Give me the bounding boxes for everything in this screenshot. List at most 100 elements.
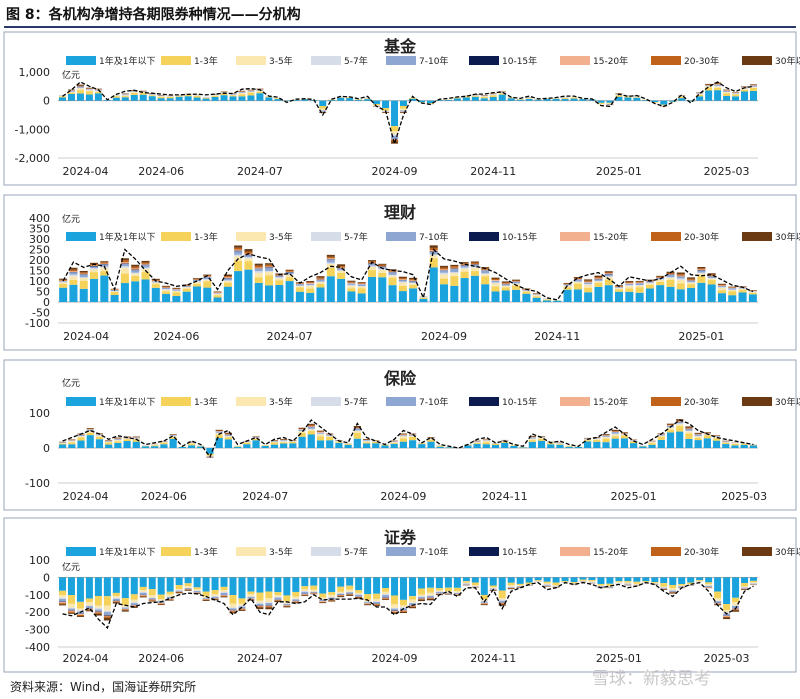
- bar-segment: [543, 98, 551, 101]
- bar-segment: [516, 99, 524, 101]
- legend: 1年及1年以下 1-3年 3-5年 5-7年 7-10年 10-15年 15-20年 20-3…: [66, 546, 800, 558]
- bar-segment: [620, 434, 629, 436]
- bar-segment: [429, 245, 438, 248]
- bar-segment: [528, 435, 536, 437]
- bar-segment: [131, 264, 140, 267]
- bar-segment: [256, 606, 264, 608]
- bar-segment: [58, 598, 66, 602]
- bar-segment: [166, 594, 174, 597]
- legend-swatch: [469, 547, 499, 556]
- bar-segment: [270, 441, 279, 442]
- bar-segment: [501, 287, 510, 291]
- bar-segment: [453, 98, 461, 101]
- bar-segment: [748, 294, 757, 302]
- bar-segment: [265, 266, 274, 268]
- bar-segment: [471, 96, 479, 97]
- bar-segment: [717, 287, 726, 291]
- bar-segment: [750, 87, 758, 91]
- bar-segment: [203, 287, 212, 302]
- bar-segment: [498, 577, 506, 591]
- bar-segment: [669, 592, 677, 594]
- bar-segment: [602, 434, 610, 435]
- bar-segment: [105, 441, 113, 443]
- bar-segment: [316, 436, 325, 441]
- bar-segment: [139, 591, 147, 593]
- bar-segment: [444, 577, 452, 588]
- bar-segment: [489, 585, 497, 588]
- bar-segment: [624, 97, 632, 101]
- bar-segment: [501, 286, 510, 288]
- bar-segment: [697, 273, 706, 277]
- bar-segment: [357, 286, 366, 289]
- bar-segment: [391, 577, 399, 596]
- bar-segment: [59, 282, 68, 284]
- bar-segment: [705, 86, 713, 88]
- bar-segment: [275, 277, 284, 279]
- bar-segment: [373, 100, 381, 104]
- bar-segment: [714, 82, 722, 84]
- bar-segment: [666, 279, 675, 287]
- bar-segment: [131, 273, 140, 276]
- bar-segment: [130, 599, 138, 603]
- bar-segment: [316, 432, 325, 433]
- bar-segment: [254, 277, 263, 283]
- bar-segment: [59, 287, 68, 302]
- bar-segment: [192, 278, 201, 279]
- x-tick-label: 2024-04: [62, 165, 108, 178]
- bar-segment: [462, 577, 470, 582]
- bar-segment: [166, 98, 174, 101]
- bar-segment: [157, 96, 165, 99]
- bar-segment: [254, 273, 263, 278]
- bar-segment: [382, 594, 390, 596]
- bar-segment: [131, 268, 140, 270]
- bar-segment: [378, 269, 387, 273]
- bar-segment: [561, 98, 569, 99]
- bar-segment: [367, 260, 376, 262]
- bar-segment: [355, 594, 363, 595]
- bar-segment: [556, 443, 564, 445]
- bar-segment: [166, 96, 174, 99]
- bar-segment: [525, 98, 533, 99]
- bar-segment: [409, 288, 418, 302]
- bar-segment: [714, 84, 722, 86]
- bar-segment: [378, 264, 387, 267]
- bar-segment: [130, 93, 138, 95]
- bar-segment: [120, 273, 129, 284]
- bar-segment: [399, 435, 407, 436]
- bar-segment: [347, 283, 356, 285]
- bar-segment: [669, 577, 677, 585]
- bar-segment: [606, 100, 614, 103]
- bar-segment: [419, 297, 428, 299]
- bar-segment: [151, 281, 160, 283]
- bar-segment: [498, 91, 506, 93]
- bar-segment: [429, 267, 438, 302]
- bar-segment: [274, 600, 282, 601]
- bar-segment: [573, 277, 582, 278]
- bar-segment: [409, 283, 418, 285]
- bar-segment: [223, 278, 232, 281]
- bar-segment: [482, 442, 490, 445]
- bar-segment: [148, 595, 156, 598]
- bar-segment: [542, 299, 551, 301]
- x-tick-label: 2024-11: [534, 330, 580, 343]
- bar-segment: [85, 94, 93, 101]
- bar-segment: [307, 427, 315, 429]
- bar-segment: [593, 439, 601, 440]
- legend-swatch: [386, 232, 416, 241]
- bar-segment: [657, 436, 665, 437]
- bar-segment: [319, 598, 327, 600]
- bar-segment: [656, 276, 665, 278]
- bar-segment: [346, 585, 354, 590]
- bar-segment: [355, 596, 363, 598]
- bar-segment: [319, 601, 327, 603]
- bar-segment: [651, 582, 659, 584]
- bar-segment: [685, 433, 693, 439]
- bar-segment: [175, 577, 183, 586]
- bar-segment: [220, 590, 228, 592]
- bar-segment: [310, 591, 318, 593]
- bar-segment: [90, 262, 99, 264]
- x-tick-label: 2024-07: [237, 165, 283, 178]
- bar-segment: [694, 435, 702, 437]
- bar-segment: [307, 431, 315, 435]
- bar-segment: [357, 284, 366, 287]
